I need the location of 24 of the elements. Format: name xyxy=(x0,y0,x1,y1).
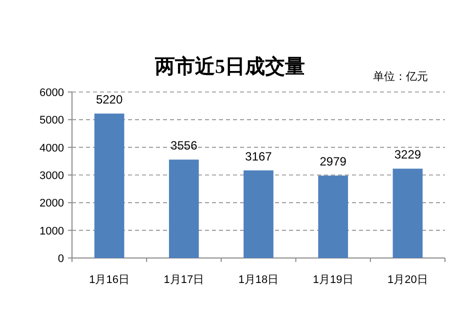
y-tick-label: 5000 xyxy=(40,114,64,127)
x-tick-label: 1月19日 xyxy=(312,274,354,286)
bar xyxy=(244,170,274,258)
y-tick-label: 1000 xyxy=(40,225,64,238)
data-label: 3167 xyxy=(245,149,272,164)
data-label: 5220 xyxy=(96,92,123,107)
data-label: 2979 xyxy=(320,154,347,169)
x-tick-label: 1月18日 xyxy=(238,274,279,286)
bar xyxy=(94,114,124,258)
x-tick-label: 1月17日 xyxy=(164,274,204,286)
y-tick-label: 4000 xyxy=(40,142,64,154)
bar xyxy=(168,160,199,258)
x-tick-label: 1月16日 xyxy=(89,274,130,286)
chart-title: 两市近5日成交量 xyxy=(154,55,305,78)
y-tick-label: 6000 xyxy=(40,87,64,99)
text: 单位：亿元 xyxy=(373,70,428,83)
bar xyxy=(392,168,423,258)
x-tick-label: 1月20日 xyxy=(388,274,428,286)
y-tick-label: 0 xyxy=(58,253,64,265)
y-tick-label: 3000 xyxy=(40,170,64,182)
bar xyxy=(318,176,348,258)
data-label: 3556 xyxy=(170,138,198,153)
y-tick-label: 2000 xyxy=(40,198,64,210)
data-label: 3229 xyxy=(394,148,422,162)
